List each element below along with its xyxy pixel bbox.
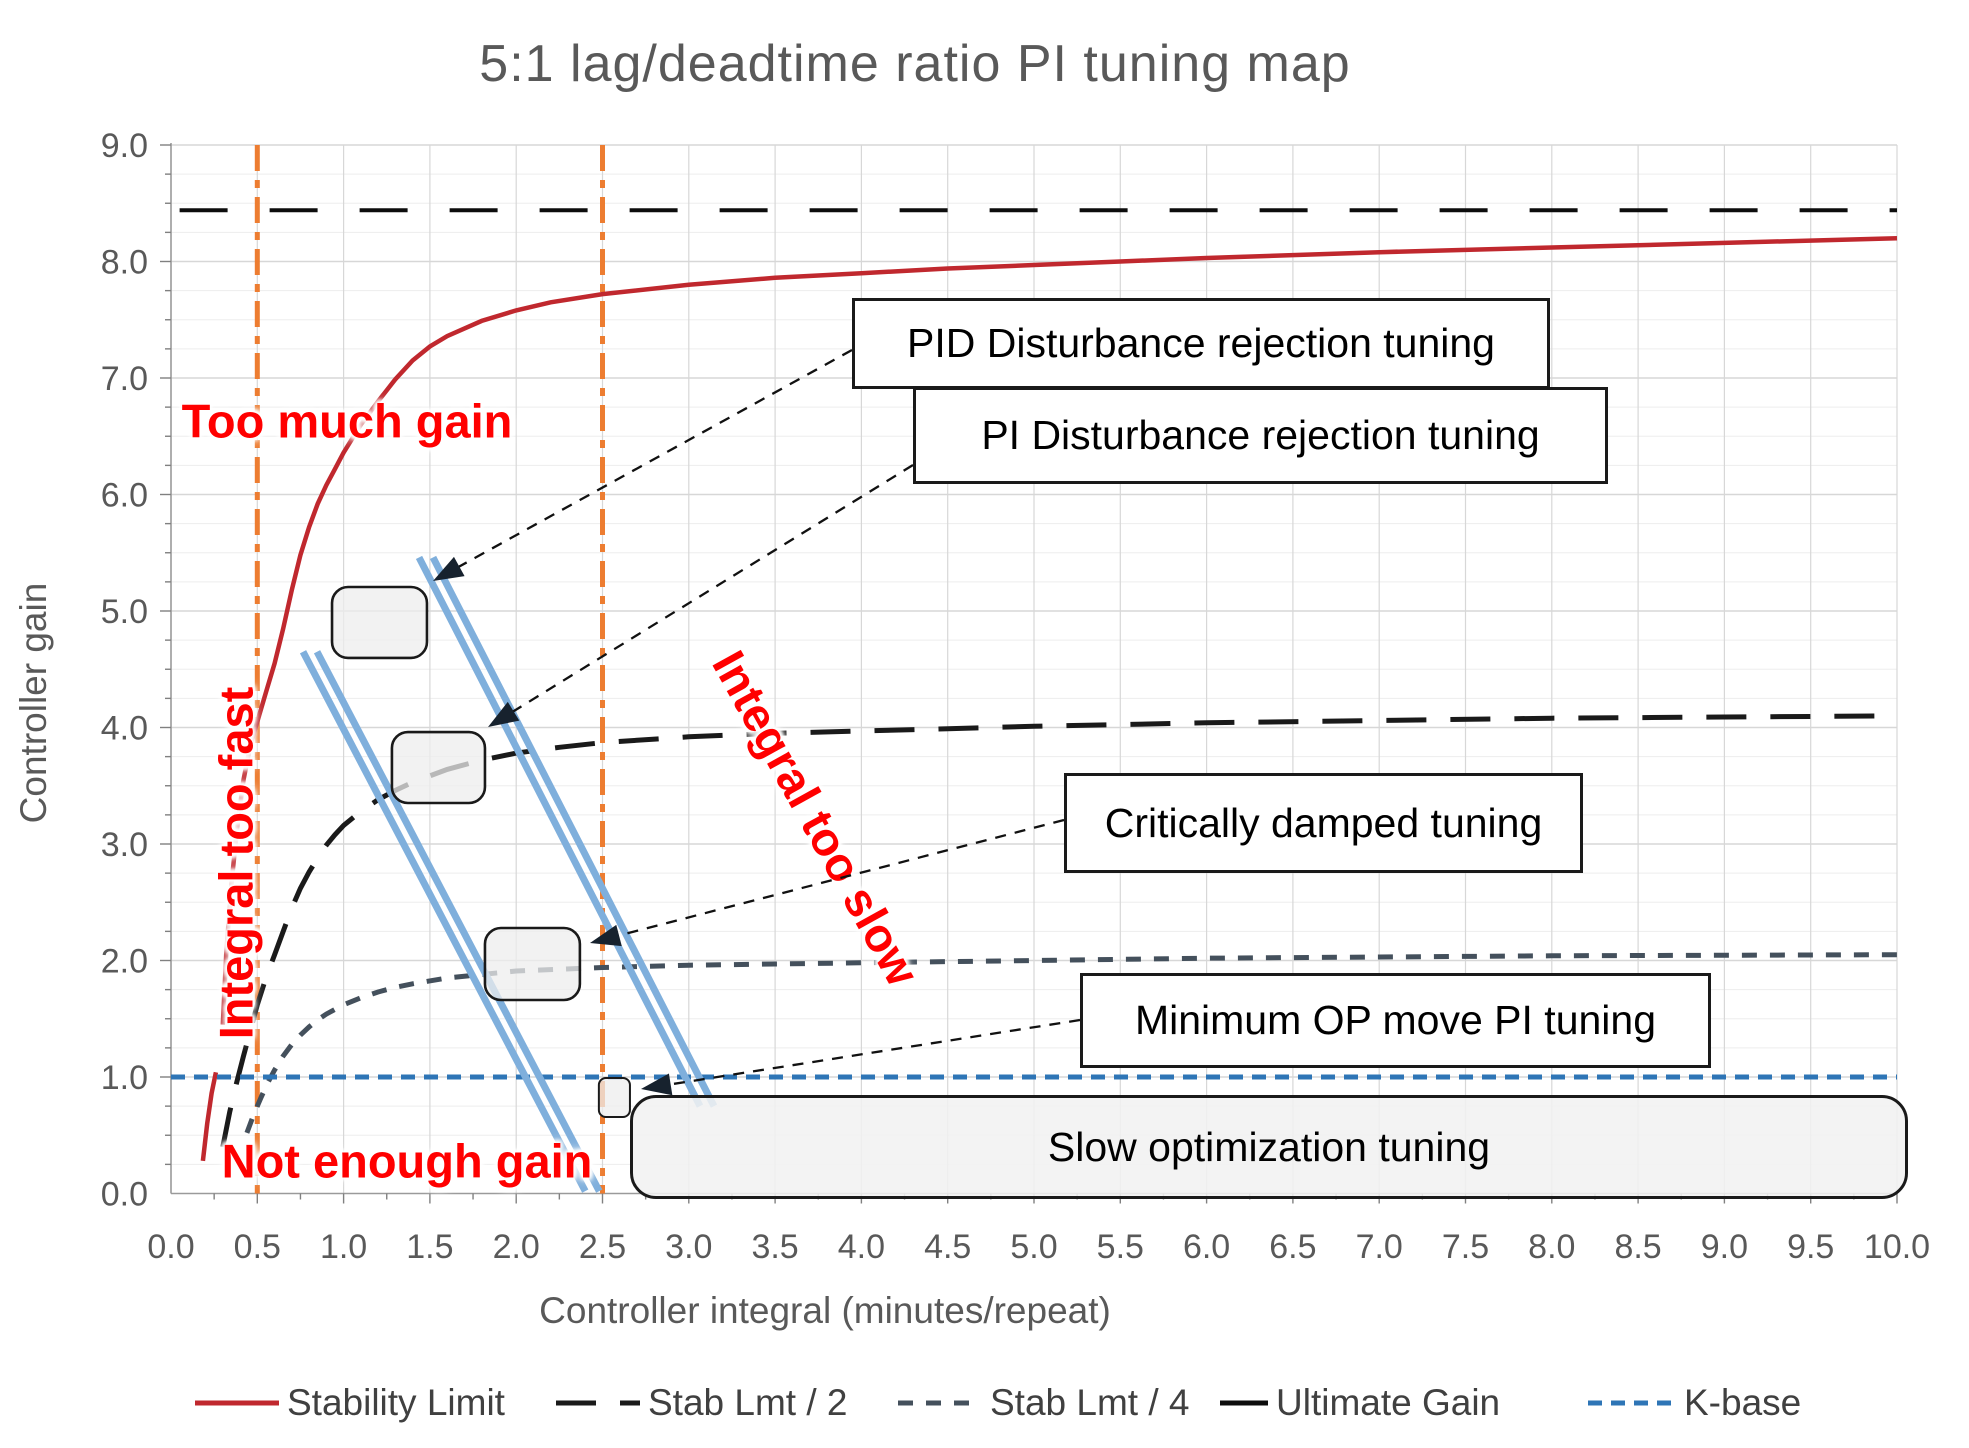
y-tick-label: 6.0 <box>101 477 148 515</box>
x-tick-label: 5.0 <box>1010 1228 1057 1266</box>
legend-swatch <box>195 1400 279 1406</box>
legend-swatch <box>1588 1400 1676 1406</box>
x-tick-label: 9.5 <box>1787 1228 1834 1266</box>
legend: Stability Limit Stab Lmt / 2 Stab Lmt / 4 U… <box>0 1378 1969 1428</box>
legend-swatch <box>556 1400 640 1406</box>
legend-swatch <box>1220 1400 1268 1406</box>
x-tick-label: 3.0 <box>665 1228 712 1266</box>
blue-band-1 <box>299 650 589 1193</box>
x-tick-label: 1.5 <box>406 1228 453 1266</box>
label-too-much-gain: Too much gain <box>181 394 513 448</box>
stab-lmt-4-curve <box>244 952 1898 1134</box>
legend-item-stab-lmt-2[interactable]: Stab Lmt / 2 <box>556 1378 848 1428</box>
legend-swatch <box>898 1400 982 1406</box>
stability-limit-curve <box>220 235 1898 1025</box>
pid-marker <box>330 585 429 660</box>
label-integral-too-fast: Integral too fast <box>209 686 263 1040</box>
y-tick-label: 0.0 <box>101 1176 148 1214</box>
tick-labels: 0.0 1.0 2.0 3.0 4.0 5.0 6.0 7.0 8.0 9.0 0.0 0.5 1.0 1… <box>101 127 1930 1266</box>
y-tick-label: 7.0 <box>101 360 148 398</box>
callout-pid-disturbance: PID Disturbance rejection tuning <box>852 298 1550 389</box>
y-tick-label: 9.0 <box>101 127 148 165</box>
legend-label: Stability Limit <box>287 1382 505 1423</box>
y-tick-label: 2.0 <box>101 943 148 981</box>
legend-item-stab-lmt-4[interactable]: Stab Lmt / 4 <box>898 1378 1190 1428</box>
blue-band-2 <box>429 555 718 1108</box>
legend-label: K-base <box>1684 1382 1802 1423</box>
x-tick-label: 7.5 <box>1442 1228 1489 1266</box>
x-axis-title: Controller integral (minutes/repeat) <box>539 1290 1111 1331</box>
legend-label: Stab Lmt / 2 <box>648 1382 848 1423</box>
x-tick-label: 10.0 <box>1864 1228 1930 1266</box>
stability-limit-curve-lower-branch <box>200 1071 219 1162</box>
y-axis-title: Controller gain <box>13 582 54 824</box>
x-tick-label: 0.5 <box>234 1228 281 1266</box>
x-tick-label: 6.0 <box>1183 1228 1230 1266</box>
x-tick-label: 8.0 <box>1528 1228 1575 1266</box>
legend-item-k-base[interactable]: K-base <box>1588 1378 1801 1428</box>
x-tick-label: 7.0 <box>1356 1228 1403 1266</box>
callout-pi-disturbance: PI Disturbance rejection tuning <box>913 387 1608 484</box>
callout-minimum-op: Minimum OP move PI tuning <box>1080 973 1711 1068</box>
y-tick-label: 1.0 <box>101 1059 148 1097</box>
callout-slow-optimization: Slow optimization tuning <box>630 1095 1908 1199</box>
legend-label: Stab Lmt / 4 <box>990 1382 1190 1423</box>
x-tick-label: 0.0 <box>147 1228 194 1266</box>
legend-label: Ultimate Gain <box>1276 1382 1501 1423</box>
y-tick-label: 3.0 <box>101 826 148 864</box>
x-tick-label: 3.5 <box>751 1228 798 1266</box>
min-op-marker <box>597 1077 631 1118</box>
x-tick-label: 2.5 <box>579 1228 626 1266</box>
callout-critically-damped: Critically damped tuning <box>1064 773 1583 873</box>
y-tick-label: 4.0 <box>101 710 148 748</box>
chart-title: 5:1 lag/deadtime ratio PI tuning map <box>479 35 1351 93</box>
x-tick-label: 5.5 <box>1097 1228 1144 1266</box>
x-tick-label: 4.5 <box>924 1228 971 1266</box>
x-tick-label: 4.0 <box>838 1228 885 1266</box>
legend-item-stability-limit[interactable]: Stability Limit <box>195 1378 505 1428</box>
y-tick-label: 8.0 <box>101 244 148 282</box>
x-tick-label: 2.0 <box>493 1228 540 1266</box>
x-tick-label: 1.0 <box>320 1228 367 1266</box>
label-not-enough-gain: Not enough gain <box>221 1134 593 1188</box>
critically-damped-marker <box>483 926 582 1002</box>
x-tick-label: 6.5 <box>1269 1228 1316 1266</box>
y-tick-label: 5.0 <box>101 593 148 631</box>
x-tick-label: 8.5 <box>1614 1228 1661 1266</box>
blue-band-1 <box>313 650 603 1193</box>
blue-band-2 <box>415 555 704 1108</box>
pi-marker <box>390 730 487 805</box>
legend-item-ultimate-gain[interactable]: Ultimate Gain <box>1220 1378 1500 1428</box>
x-tick-label: 9.0 <box>1701 1228 1748 1266</box>
